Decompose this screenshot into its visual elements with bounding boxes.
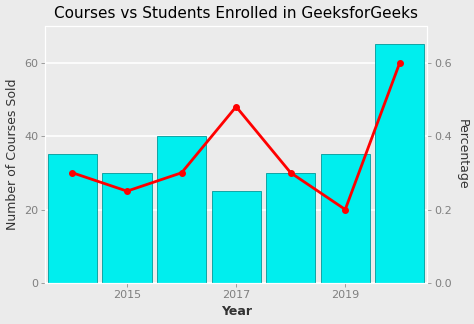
Bar xyxy=(157,136,206,283)
X-axis label: Year: Year xyxy=(220,306,252,318)
Y-axis label: Number of Courses Sold: Number of Courses Sold xyxy=(6,79,18,230)
Bar xyxy=(375,44,424,283)
Bar xyxy=(211,191,261,283)
Y-axis label: Percentage: Percentage xyxy=(456,119,468,190)
Bar xyxy=(102,173,152,283)
Bar xyxy=(321,155,370,283)
Bar xyxy=(266,173,315,283)
Title: Courses vs Students Enrolled in GeeksforGeeks: Courses vs Students Enrolled in Geeksfor… xyxy=(54,6,418,20)
Bar xyxy=(48,155,97,283)
